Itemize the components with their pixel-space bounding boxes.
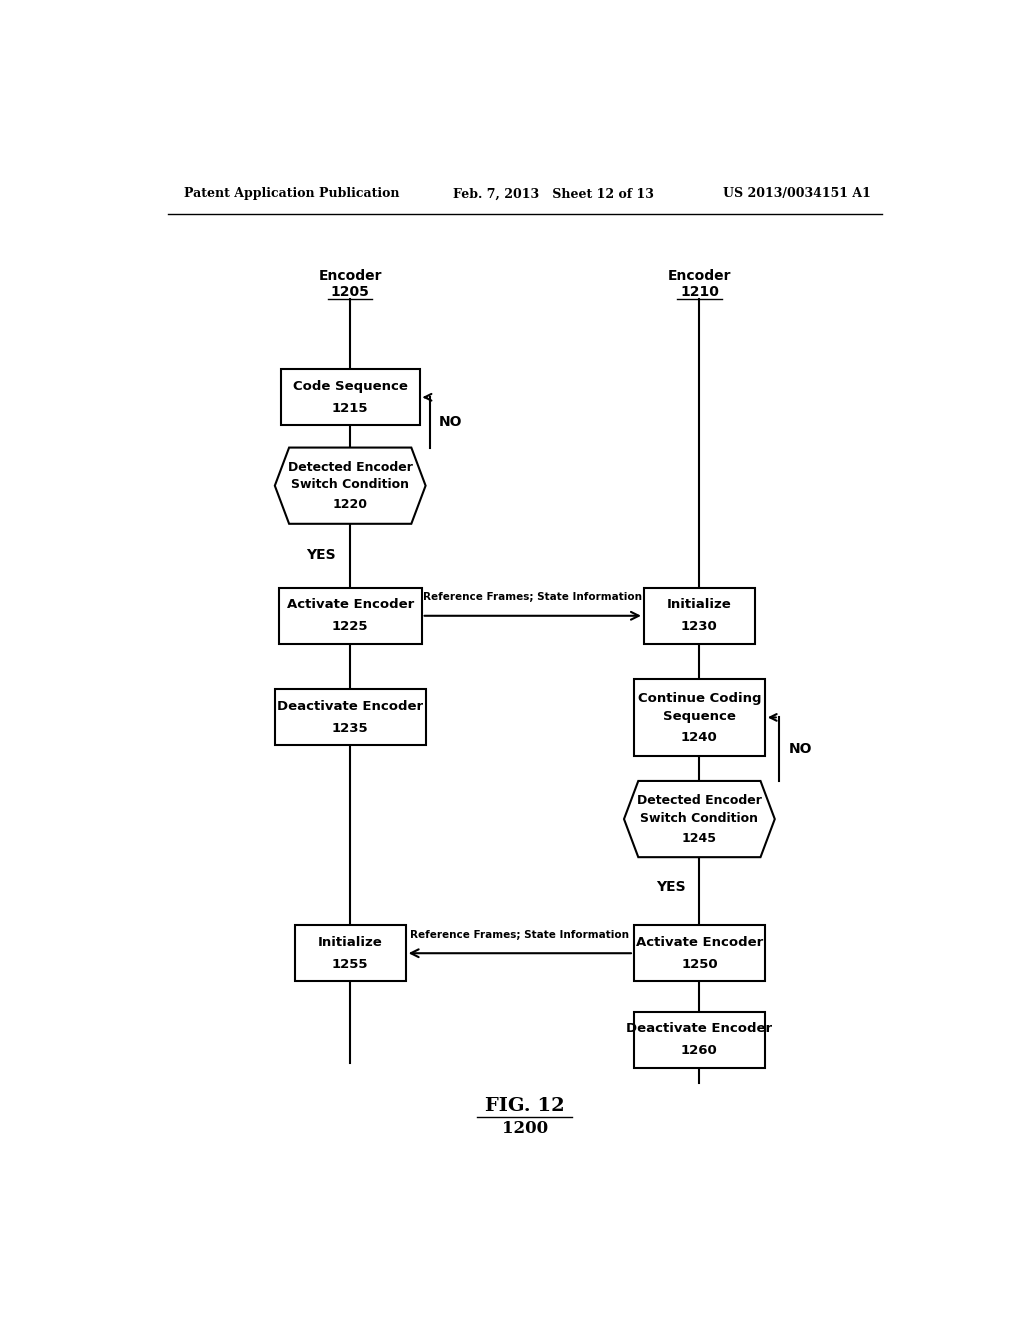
- FancyBboxPatch shape: [644, 587, 755, 644]
- Text: 1200: 1200: [502, 1119, 548, 1137]
- Text: Patent Application Publication: Patent Application Publication: [183, 187, 399, 201]
- Text: Sequence: Sequence: [663, 710, 736, 723]
- Text: Deactivate Encoder: Deactivate Encoder: [278, 700, 423, 713]
- Text: YES: YES: [655, 880, 685, 894]
- Text: Reference Frames; State Information: Reference Frames; State Information: [411, 929, 630, 940]
- FancyBboxPatch shape: [281, 370, 420, 425]
- FancyBboxPatch shape: [634, 1011, 765, 1068]
- Text: 1220: 1220: [333, 499, 368, 511]
- Text: Initialize: Initialize: [667, 598, 732, 611]
- FancyBboxPatch shape: [279, 587, 422, 644]
- Text: 1230: 1230: [681, 620, 718, 634]
- Text: Switch Condition: Switch Condition: [640, 812, 759, 825]
- Text: Reference Frames; State Information: Reference Frames; State Information: [423, 593, 642, 602]
- Text: 1245: 1245: [682, 832, 717, 845]
- Text: 1205: 1205: [331, 285, 370, 298]
- Text: 1250: 1250: [681, 958, 718, 972]
- Text: 1240: 1240: [681, 731, 718, 744]
- Text: Code Sequence: Code Sequence: [293, 380, 408, 392]
- Text: Initialize: Initialize: [317, 936, 383, 949]
- FancyBboxPatch shape: [295, 925, 406, 981]
- Text: FIG. 12: FIG. 12: [485, 1097, 564, 1114]
- Text: 1235: 1235: [332, 722, 369, 735]
- Text: Feb. 7, 2013   Sheet 12 of 13: Feb. 7, 2013 Sheet 12 of 13: [454, 187, 654, 201]
- Text: Encoder: Encoder: [668, 269, 731, 284]
- Polygon shape: [624, 781, 775, 857]
- Text: Detected Encoder: Detected Encoder: [637, 795, 762, 808]
- Text: US 2013/0034151 A1: US 2013/0034151 A1: [723, 187, 871, 201]
- Text: Deactivate Encoder: Deactivate Encoder: [627, 1022, 772, 1035]
- Polygon shape: [274, 447, 426, 524]
- FancyBboxPatch shape: [274, 689, 426, 746]
- Text: NO: NO: [439, 416, 463, 429]
- FancyBboxPatch shape: [634, 680, 765, 755]
- Text: Activate Encoder: Activate Encoder: [287, 598, 414, 611]
- Text: 1210: 1210: [680, 285, 719, 298]
- Text: NO: NO: [788, 742, 812, 756]
- Text: Continue Coding: Continue Coding: [638, 692, 761, 705]
- Text: Switch Condition: Switch Condition: [291, 478, 410, 491]
- Text: 1260: 1260: [681, 1044, 718, 1057]
- Text: Activate Encoder: Activate Encoder: [636, 936, 763, 949]
- Text: 1225: 1225: [332, 620, 369, 634]
- Text: Detected Encoder: Detected Encoder: [288, 461, 413, 474]
- Text: 1215: 1215: [332, 401, 369, 414]
- FancyBboxPatch shape: [634, 925, 765, 981]
- Text: 1255: 1255: [332, 958, 369, 972]
- Text: Encoder: Encoder: [318, 269, 382, 284]
- Text: YES: YES: [306, 548, 336, 562]
